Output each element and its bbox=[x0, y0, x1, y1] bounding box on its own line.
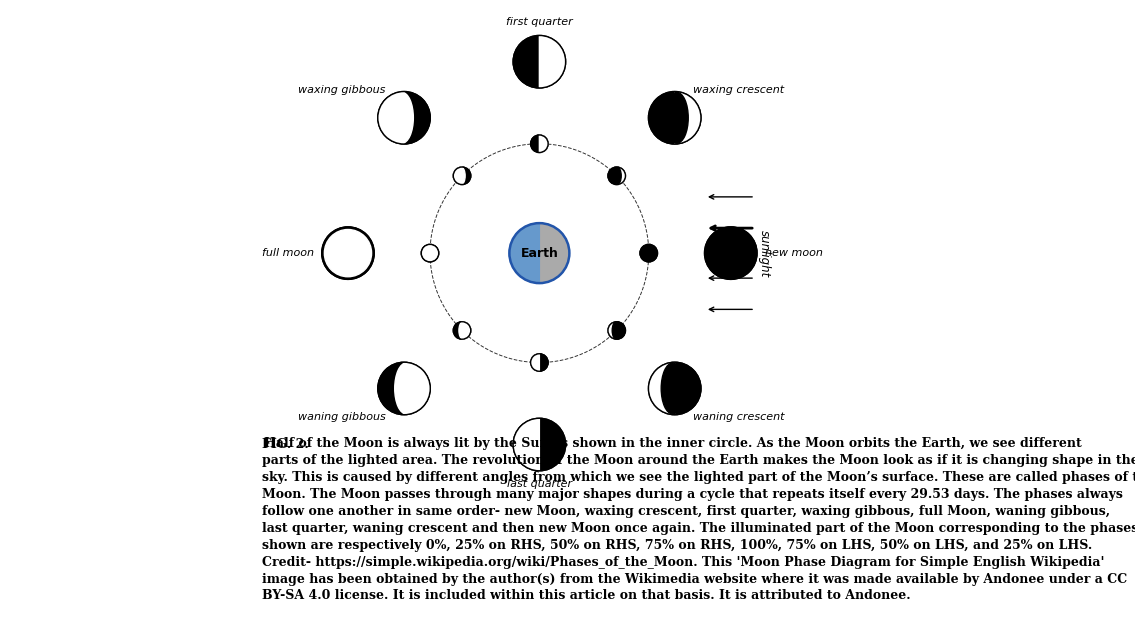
Text: sunlight: sunlight bbox=[758, 229, 771, 277]
Circle shape bbox=[321, 227, 375, 279]
Ellipse shape bbox=[665, 92, 688, 143]
Ellipse shape bbox=[614, 168, 621, 184]
Wedge shape bbox=[674, 92, 700, 143]
Wedge shape bbox=[514, 419, 539, 470]
Text: sky. This is caused by different angles from which we see the lighted part of th: sky. This is caused by different angles … bbox=[262, 471, 1135, 484]
Text: new moon: new moon bbox=[765, 248, 823, 258]
Wedge shape bbox=[404, 363, 429, 414]
Circle shape bbox=[325, 229, 371, 277]
Text: last quarter, waning crescent and then new Moon once again. The illuminated part: last quarter, waning crescent and then n… bbox=[262, 522, 1135, 535]
Text: last quarter: last quarter bbox=[507, 479, 572, 489]
Text: full moon: full moon bbox=[261, 248, 313, 258]
Circle shape bbox=[378, 362, 430, 415]
Circle shape bbox=[705, 227, 757, 279]
Wedge shape bbox=[462, 322, 471, 339]
Ellipse shape bbox=[390, 92, 413, 143]
Circle shape bbox=[513, 36, 565, 88]
Text: FIG. 2.: FIG. 2. bbox=[262, 438, 313, 451]
Circle shape bbox=[422, 245, 438, 261]
Circle shape bbox=[531, 135, 548, 152]
Ellipse shape bbox=[612, 322, 620, 339]
Wedge shape bbox=[539, 223, 570, 283]
Circle shape bbox=[378, 91, 430, 144]
Text: Credit- https://simple.wikipedia.org/wiki/Phases_of_the_Moon. This 'Moon Phase D: Credit- https://simple.wikipedia.org/wik… bbox=[262, 556, 1105, 569]
Wedge shape bbox=[379, 92, 404, 143]
Circle shape bbox=[608, 322, 625, 339]
Text: Earth: Earth bbox=[521, 247, 558, 259]
Text: waxing crescent: waxing crescent bbox=[693, 84, 784, 94]
Ellipse shape bbox=[459, 322, 466, 339]
Circle shape bbox=[648, 91, 701, 144]
Text: shown are respectively 0%, 25% on RHS, 50% on RHS, 75% on RHS, 100%, 75% on LHS,: shown are respectively 0%, 25% on RHS, 5… bbox=[262, 539, 1093, 552]
Text: follow one another in same order- new Moon, waxing crescent, first quarter, waxi: follow one another in same order- new Mo… bbox=[262, 505, 1111, 518]
Text: Half of the Moon is always lit by the Sun as shown in the inner circle. As the M: Half of the Moon is always lit by the Su… bbox=[263, 438, 1082, 451]
Ellipse shape bbox=[395, 363, 418, 414]
Text: Moon. The Moon passes through many major shapes during a cycle that repeats itse: Moon. The Moon passes through many major… bbox=[262, 488, 1124, 501]
Ellipse shape bbox=[457, 168, 465, 184]
Text: first quarter: first quarter bbox=[506, 18, 573, 28]
Text: parts of the lighted area. The revolution of the Moon around the Earth makes the: parts of the lighted area. The revolutio… bbox=[262, 454, 1135, 468]
Wedge shape bbox=[454, 168, 462, 184]
Text: image has been obtained by the author(s) from the Wikimedia website where it was: image has been obtained by the author(s)… bbox=[262, 572, 1128, 586]
Wedge shape bbox=[539, 135, 548, 152]
Ellipse shape bbox=[662, 363, 684, 414]
Circle shape bbox=[421, 244, 439, 262]
Circle shape bbox=[453, 167, 471, 184]
Text: waning crescent: waning crescent bbox=[693, 412, 785, 422]
Circle shape bbox=[640, 244, 657, 262]
Circle shape bbox=[453, 322, 471, 339]
Text: waxing gibbous: waxing gibbous bbox=[297, 84, 385, 94]
Wedge shape bbox=[616, 168, 625, 184]
Circle shape bbox=[648, 362, 701, 415]
Wedge shape bbox=[510, 223, 539, 283]
Circle shape bbox=[608, 167, 625, 184]
Text: BY-SA 4.0 license. It is included within this article on that basis. It is attri: BY-SA 4.0 license. It is included within… bbox=[262, 589, 911, 602]
Wedge shape bbox=[608, 322, 616, 339]
Circle shape bbox=[531, 354, 548, 371]
Circle shape bbox=[513, 418, 565, 471]
Text: waning gibbous: waning gibbous bbox=[297, 412, 385, 422]
Wedge shape bbox=[539, 36, 565, 87]
Wedge shape bbox=[531, 354, 539, 371]
Wedge shape bbox=[649, 363, 674, 414]
